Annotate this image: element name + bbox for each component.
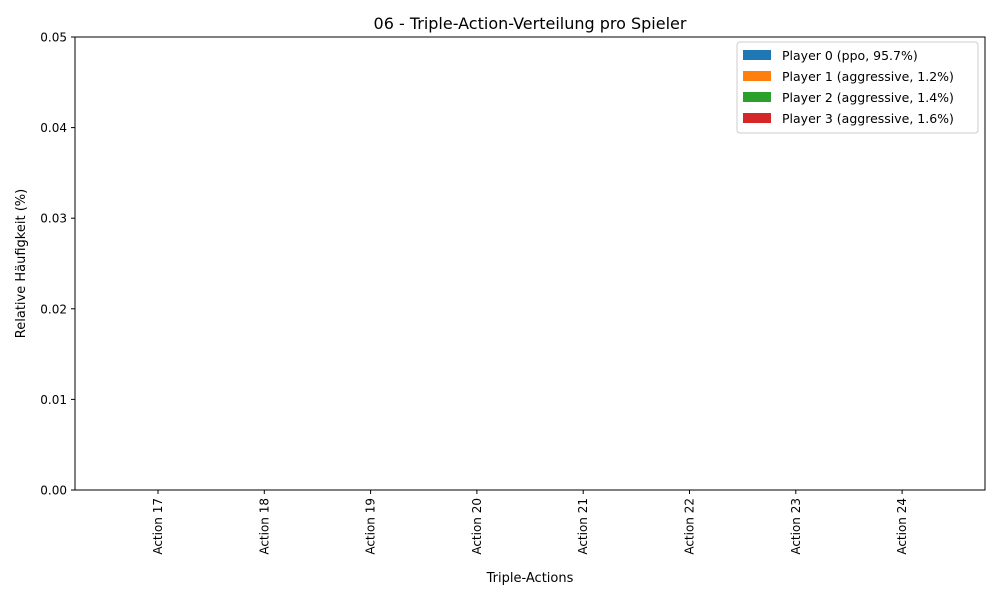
legend-swatch bbox=[743, 71, 771, 81]
x-tick-label: Action 17 bbox=[151, 498, 165, 555]
x-tick-label: Action 24 bbox=[895, 498, 909, 555]
x-tick-label: Action 18 bbox=[257, 498, 271, 555]
x-axis: Action 17 Action 18 Action 19 Action 20 Acti… bbox=[151, 490, 909, 555]
legend: Player 0 (ppo, 95.7%) Player 1 (aggressiv… bbox=[736, 41, 979, 134]
x-tick-label: Action 23 bbox=[789, 498, 803, 555]
legend-label: Player 3 (aggressive, 1.6%) bbox=[782, 111, 954, 126]
y-tick-label: 0.02 bbox=[40, 302, 67, 316]
x-axis-label: Triple-Actions bbox=[486, 571, 574, 586]
y-tick-label: 0.01 bbox=[40, 393, 67, 407]
y-tick-label: 0.03 bbox=[40, 212, 67, 226]
y-axis: 0.00 0.01 0.02 0.03 0.04 0.05 bbox=[40, 31, 75, 498]
legend-swatch bbox=[743, 92, 771, 102]
y-tick-label: 0.04 bbox=[40, 121, 67, 135]
legend-label: Player 1 (aggressive, 1.2%) bbox=[782, 69, 954, 84]
chart-title: 06 - Triple-Action-Verteilung pro Spiele… bbox=[374, 14, 687, 33]
y-tick-label: 0.00 bbox=[40, 484, 67, 498]
x-tick-label: Action 20 bbox=[470, 498, 484, 555]
y-tick-label: 0.05 bbox=[40, 31, 67, 45]
legend-label: Player 0 (ppo, 95.7%) bbox=[782, 48, 918, 63]
plot-frame bbox=[74, 36, 986, 491]
x-tick-label: Action 21 bbox=[576, 498, 590, 555]
legend-swatch bbox=[743, 113, 771, 123]
y-axis-label: Relative Häufigkeit (%) bbox=[14, 189, 29, 338]
legend-label: Player 2 (aggressive, 1.4%) bbox=[782, 90, 954, 105]
legend-box bbox=[736, 41, 979, 134]
x-tick-label: Action 19 bbox=[364, 498, 378, 555]
x-tick-label: Action 22 bbox=[683, 498, 697, 555]
legend-swatch bbox=[743, 50, 771, 60]
